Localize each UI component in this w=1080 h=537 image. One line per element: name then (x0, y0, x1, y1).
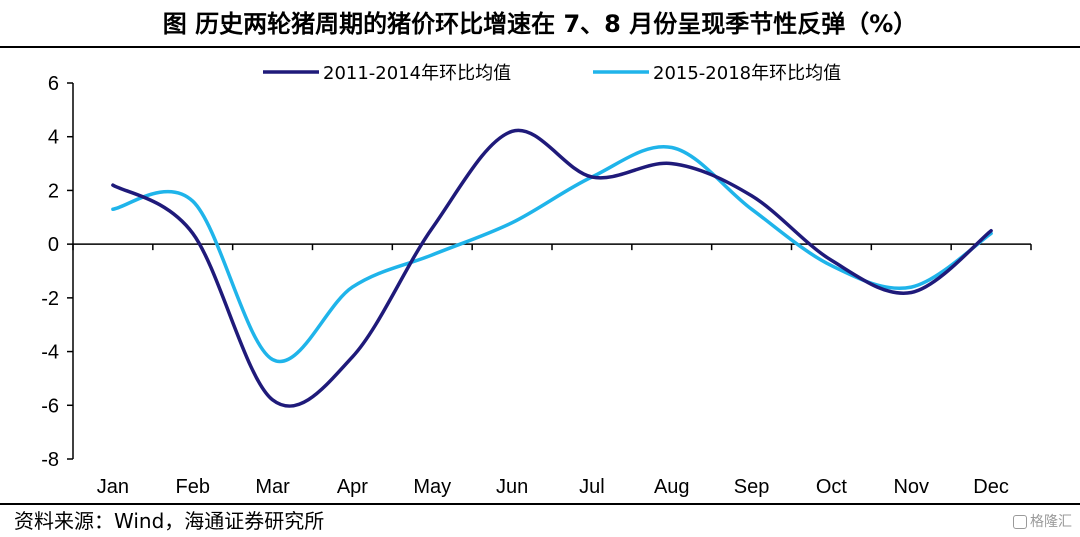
x-tick-label: Mar (255, 476, 290, 498)
title-divider (0, 46, 1080, 48)
x-tick-label: Jul (579, 476, 605, 498)
x-tick-label: Aug (654, 476, 690, 498)
y-tick-label: 4 (48, 127, 59, 149)
y-tick-label: -6 (41, 395, 59, 417)
x-tick-label: May (413, 476, 451, 498)
y-tick-label: -2 (41, 288, 59, 310)
legend-label-1: 2011-2014年环比均值 (323, 63, 511, 84)
line-chart: 6 4 2 0 -2 -4 -6 -8 Jan Feb Mar Apr May Jun Jul Aug Sep… (41, 63, 1032, 498)
y-tick-label: 0 (48, 234, 59, 256)
chart-title: 图 历史两轮猪周期的猪价环比增速在 7、8 月份呈现季节性反弹（%） (162, 10, 918, 38)
x-tick-label: Dec (973, 476, 1009, 498)
watermark: 格隆汇 (1013, 511, 1072, 533)
y-tick-label: -8 (41, 449, 59, 471)
x-tick-label: Jun (496, 476, 528, 498)
y-tick-label: -4 (41, 342, 59, 364)
legend-label-2: 2015-2018年环比均值 (653, 63, 841, 84)
footer-divider (0, 503, 1080, 505)
watermark-logo-icon (1013, 515, 1027, 529)
legend: 2011-2014年环比均值 2015-2018年环比均值 (263, 63, 841, 84)
series-line-2 (111, 144, 993, 364)
x-axis: Jan Feb Mar Apr May Jun Jul Aug Sep Oct Nov Dec (72, 243, 1032, 498)
watermark-text: 格隆汇 (1030, 514, 1072, 530)
x-tick-label: Nov (893, 476, 929, 498)
x-tick-label: Feb (176, 476, 210, 498)
series-layer (111, 128, 993, 408)
x-tick-label: Jan (97, 476, 129, 498)
x-tick-label: Sep (734, 476, 770, 498)
source-note: 资料来源：Wind，海通证券研究所 (14, 509, 325, 533)
series-line-1 (111, 128, 993, 408)
y-tick-label: 2 (48, 180, 59, 202)
x-tick-label: Oct (816, 476, 848, 498)
x-tick-label: Apr (337, 476, 368, 498)
y-axis: 6 4 2 0 -2 -4 -6 -8 (41, 73, 74, 471)
y-tick-label: 6 (48, 73, 59, 95)
